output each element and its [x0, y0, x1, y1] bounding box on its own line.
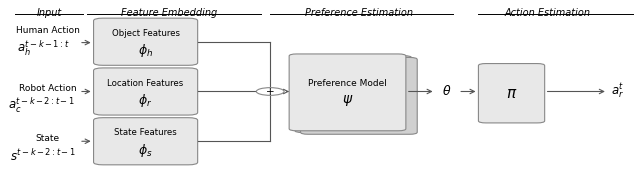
FancyBboxPatch shape [93, 118, 198, 165]
FancyBboxPatch shape [295, 56, 412, 133]
Text: $\phi_r$: $\phi_r$ [138, 92, 153, 109]
FancyBboxPatch shape [479, 64, 545, 123]
Text: Feature Embedding: Feature Embedding [121, 8, 218, 18]
Text: $s^{t-k-2:t-1}$: $s^{t-k-2:t-1}$ [10, 148, 76, 164]
Text: $\psi$: $\psi$ [342, 93, 353, 108]
FancyBboxPatch shape [301, 57, 417, 134]
FancyBboxPatch shape [289, 54, 406, 131]
Text: $+$: $+$ [266, 86, 275, 97]
Text: Preference Estimation: Preference Estimation [305, 8, 413, 18]
Text: Preference Model: Preference Model [308, 80, 387, 89]
Text: Location Features: Location Features [108, 79, 184, 88]
Text: State Features: State Features [114, 128, 177, 137]
Text: State: State [35, 134, 60, 143]
Text: Robot Action: Robot Action [19, 83, 76, 93]
Text: $\phi_s$: $\phi_s$ [138, 142, 153, 159]
Text: Object Features: Object Features [111, 29, 180, 38]
Circle shape [257, 88, 284, 95]
Text: Action Estimation: Action Estimation [505, 8, 591, 18]
Text: $\pi$: $\pi$ [506, 86, 517, 101]
FancyBboxPatch shape [93, 68, 198, 115]
Text: $\phi_h$: $\phi_h$ [138, 42, 153, 59]
Text: $a_c^{t-k-2:t-1}$: $a_c^{t-k-2:t-1}$ [8, 96, 75, 115]
Text: Input: Input [36, 8, 62, 18]
Text: Human Action: Human Action [15, 26, 79, 35]
Text: $a_r^t$: $a_r^t$ [611, 82, 624, 101]
Text: $\theta$: $\theta$ [442, 84, 452, 99]
Text: $a_h^{t-k-1:t}$: $a_h^{t-k-1:t}$ [17, 38, 69, 58]
FancyBboxPatch shape [93, 18, 198, 65]
